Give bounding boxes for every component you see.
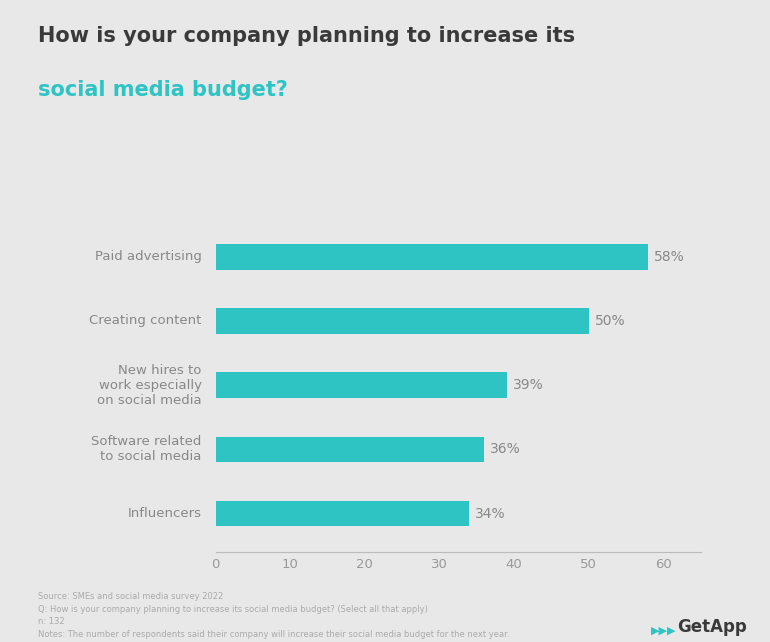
Text: 39%: 39% bbox=[513, 378, 544, 392]
Bar bbox=[216, 244, 648, 270]
Text: 50%: 50% bbox=[594, 314, 625, 328]
Text: Source: SMEs and social media survey 2022
Q: How is your company planning to inc: Source: SMEs and social media survey 202… bbox=[38, 593, 510, 639]
Bar bbox=[216, 437, 484, 462]
Text: How is your company planning to increase its: How is your company planning to increase… bbox=[38, 26, 576, 46]
Bar bbox=[216, 372, 507, 398]
Text: ▶▶▶: ▶▶▶ bbox=[651, 625, 676, 636]
Bar bbox=[216, 501, 470, 526]
Text: 58%: 58% bbox=[654, 250, 685, 264]
Bar bbox=[216, 308, 589, 334]
Text: 34%: 34% bbox=[475, 507, 506, 521]
Text: GetApp: GetApp bbox=[677, 618, 747, 636]
Text: social media budget?: social media budget? bbox=[38, 80, 289, 100]
Text: 36%: 36% bbox=[490, 442, 521, 456]
